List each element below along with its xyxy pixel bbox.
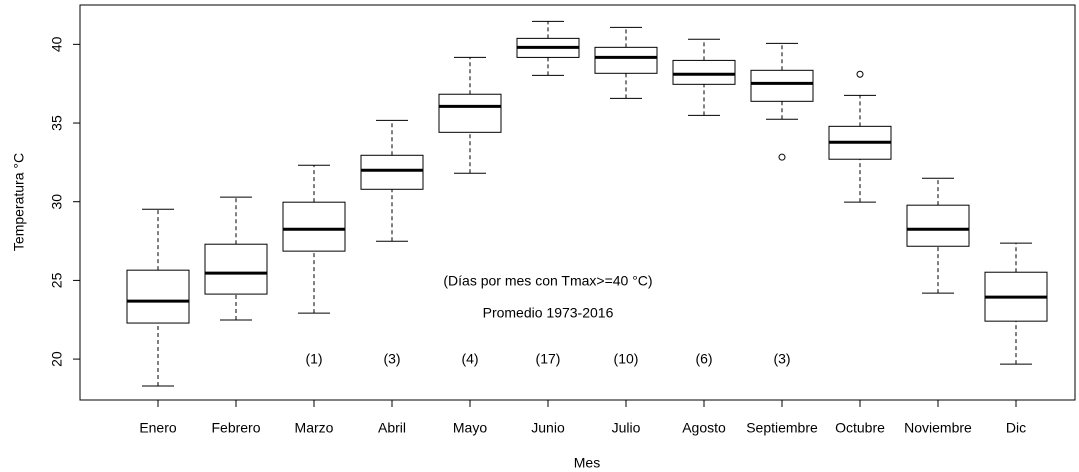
x-tick-label: Octubre [835,420,885,436]
day-count-label: (17) [536,351,561,367]
box [126,269,190,324]
day-count-label: (1) [305,351,322,367]
box [360,154,424,190]
box [750,69,814,102]
x-tick-label: Mayo [453,420,487,436]
box [594,46,658,74]
x-tick-label: Enero [139,420,177,436]
day-count-label: (4) [461,351,478,367]
x-tick-label: Febrero [211,420,260,436]
y-tick-label: 25 [49,272,65,288]
outlier [778,153,786,161]
x-tick-label: Junio [531,420,565,436]
y-axis-title: Temperatura °C [11,153,27,251]
outlier [856,70,864,78]
y-tick-label: 35 [49,115,65,131]
box [438,93,502,133]
annotation: (Días por mes con Tmax>=40 °C) [443,273,652,289]
x-tick-label: Septiembre [746,420,818,436]
x-tick-label: Noviembre [904,420,972,436]
y-tick-label: 40 [49,36,65,52]
y-tick-label: 20 [49,351,65,367]
day-count-label: (10) [614,351,639,367]
box [282,201,346,252]
y-tick-label: 30 [49,194,65,210]
x-tick-label: Marzo [295,420,334,436]
x-tick-label: Agosto [682,420,726,436]
annotation: Promedio 1973-2016 [483,305,614,321]
box [906,204,970,247]
x-tick-label: Julio [612,420,641,436]
x-axis-title: Mes [574,455,600,471]
x-tick-label: Dic [1006,420,1026,436]
plot-frame [79,4,1076,401]
box [672,59,736,85]
x-tick-label: Abril [378,420,406,436]
day-count-label: (3) [773,351,790,367]
day-count-label: (6) [695,351,712,367]
box [204,243,268,295]
day-count-label: (3) [383,351,400,367]
